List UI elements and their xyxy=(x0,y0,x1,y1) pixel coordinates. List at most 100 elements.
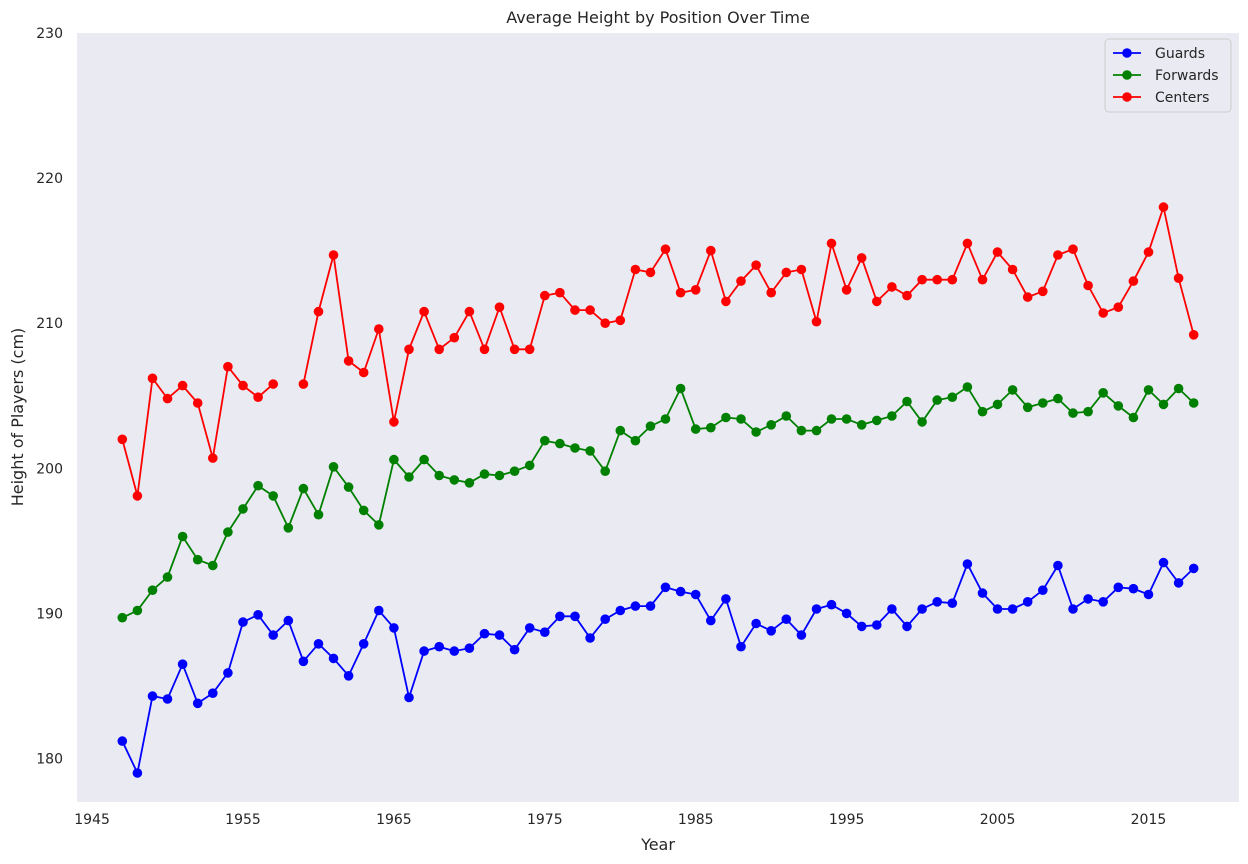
y-tick-label: 220 xyxy=(36,171,63,187)
data-point xyxy=(1143,589,1154,600)
data-point xyxy=(524,460,535,471)
data-point xyxy=(1068,244,1078,254)
data-point xyxy=(600,614,610,624)
data-point xyxy=(751,427,761,437)
data-point xyxy=(1007,385,1018,395)
data-point xyxy=(1158,399,1169,410)
data-point xyxy=(1128,412,1139,423)
data-point xyxy=(540,627,550,637)
data-point xyxy=(434,470,445,481)
data-point xyxy=(570,611,580,622)
data-point xyxy=(374,605,384,616)
data-point xyxy=(298,483,309,494)
data-point xyxy=(253,480,263,491)
data-point xyxy=(177,659,188,669)
data-point xyxy=(690,285,701,295)
data-point xyxy=(208,688,218,698)
data-point xyxy=(796,264,807,275)
data-point xyxy=(313,306,324,317)
x-tick-label: 1985 xyxy=(678,812,714,828)
data-point xyxy=(1173,273,1184,284)
data-point xyxy=(690,424,701,434)
data-point xyxy=(1038,398,1048,408)
data-point xyxy=(313,639,324,649)
data-point xyxy=(298,379,309,389)
data-point xyxy=(464,306,475,317)
data-point xyxy=(645,601,656,611)
data-point xyxy=(555,438,565,449)
data-point xyxy=(977,588,988,598)
data-point xyxy=(962,559,973,569)
data-point xyxy=(962,382,973,392)
x-tick-label: 1945 xyxy=(74,812,110,828)
data-point xyxy=(117,434,128,445)
data-point xyxy=(841,285,852,295)
data-point xyxy=(887,604,897,614)
series-layer xyxy=(117,202,1199,778)
data-point xyxy=(811,316,822,327)
legend-marker xyxy=(1122,48,1132,58)
data-point xyxy=(192,554,203,565)
data-point xyxy=(1173,383,1184,394)
data-point xyxy=(1022,597,1033,607)
data-point xyxy=(434,344,445,355)
data-point xyxy=(1083,406,1093,417)
data-point xyxy=(675,383,686,394)
data-point xyxy=(494,470,505,481)
data-point xyxy=(992,399,1003,410)
data-point xyxy=(675,586,686,597)
data-point xyxy=(796,630,807,640)
data-point xyxy=(977,274,988,285)
data-point xyxy=(132,605,143,616)
data-point xyxy=(464,643,475,653)
data-point xyxy=(268,379,279,389)
legend-label: Forwards xyxy=(1155,68,1219,84)
y-tick-label: 200 xyxy=(36,461,63,477)
data-point xyxy=(479,628,490,639)
data-point xyxy=(1022,292,1033,302)
data-point xyxy=(600,318,610,329)
y-tick-label: 230 xyxy=(36,26,63,42)
y-axis: 180 190 200 210 220 230 xyxy=(36,26,63,767)
data-point xyxy=(238,504,248,514)
data-point xyxy=(479,344,490,355)
data-point xyxy=(434,641,445,652)
data-point xyxy=(223,361,233,372)
data-point xyxy=(947,274,958,285)
data-point xyxy=(147,373,158,384)
data-point xyxy=(721,412,731,423)
data-point xyxy=(419,306,429,317)
data-point xyxy=(1158,202,1169,212)
chart-title: Average Height by Position Over Time xyxy=(506,8,810,27)
legend-label: Centers xyxy=(1155,90,1209,106)
data-point xyxy=(1068,408,1078,418)
data-point xyxy=(706,422,716,433)
data-point xyxy=(1188,398,1199,408)
data-point xyxy=(585,305,595,315)
data-point xyxy=(177,380,188,391)
data-point xyxy=(841,414,852,424)
data-point xyxy=(977,406,988,417)
data-point xyxy=(690,589,701,600)
legend-label: Guards xyxy=(1155,46,1205,62)
data-point xyxy=(117,736,128,746)
data-point xyxy=(630,264,641,275)
data-point xyxy=(811,604,822,614)
y-tick-label: 190 xyxy=(36,606,63,622)
data-point xyxy=(1143,247,1154,257)
data-point xyxy=(660,414,671,424)
data-point xyxy=(555,287,565,298)
data-point xyxy=(147,585,158,595)
data-point xyxy=(449,646,460,656)
data-point xyxy=(751,260,761,271)
data-point xyxy=(268,491,279,501)
data-point xyxy=(192,398,203,408)
data-point xyxy=(630,435,641,446)
data-point xyxy=(343,671,354,681)
data-point xyxy=(147,691,158,701)
data-point xyxy=(841,608,852,619)
data-point xyxy=(766,420,776,430)
data-point xyxy=(856,621,867,632)
data-point xyxy=(1128,583,1139,594)
data-point xyxy=(374,324,384,334)
